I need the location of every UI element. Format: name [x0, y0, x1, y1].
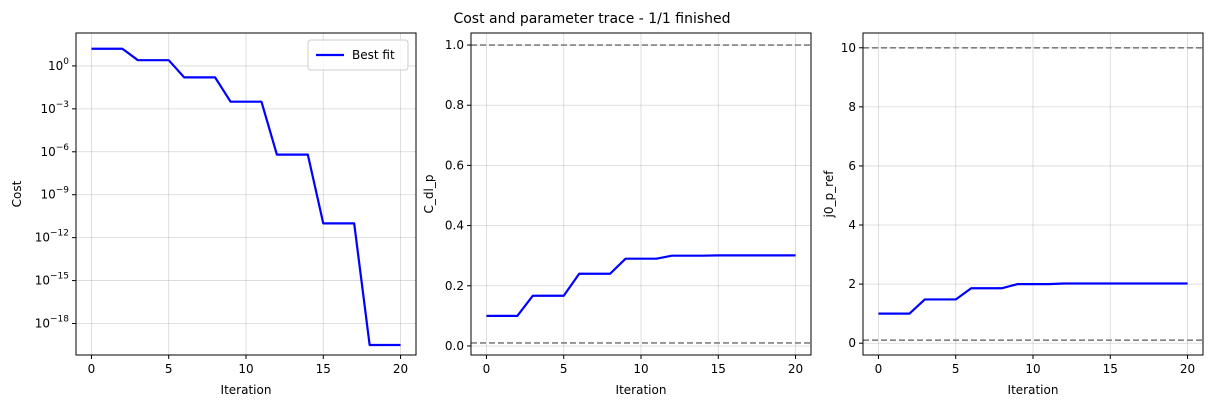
- y-axis-label: C_dl_p: [422, 175, 436, 214]
- legend-entry: Best fit: [352, 48, 395, 62]
- x-tick-label: 15: [316, 362, 331, 376]
- y-tick-label: 10: [841, 41, 856, 55]
- x-tick-label: 10: [633, 362, 648, 376]
- x-tick-label: 20: [393, 362, 408, 376]
- y-tick-label: 0.8: [445, 98, 464, 112]
- cost-axes: 0 5 10 15 20 100 10−3 10−6 10−9 10−12 10−15 10−18 It…: [10, 32, 417, 397]
- c-dl-p-axes: 0 5 10 15 20 0.0 0.2 0.4 0.6 0.8 1.0 Iteration C_dl_…: [422, 32, 812, 397]
- x-axis-label: Iteration: [221, 383, 272, 397]
- x-tick-label: 5: [560, 362, 568, 376]
- x-tick-label: 20: [788, 362, 803, 376]
- y-tick-label: 6: [848, 159, 856, 173]
- y-axis-label: Cost: [10, 180, 24, 207]
- x-tick-label: 10: [238, 362, 253, 376]
- y-tick-label: 10−6: [40, 143, 69, 159]
- x-tick-label: 20: [1180, 362, 1195, 376]
- y-tick-label: 10−18: [35, 315, 70, 331]
- x-tick-label: 0: [483, 362, 491, 376]
- figure-title: Cost and parameter trace - 1/1 finished: [453, 11, 730, 27]
- series-line: [486, 254, 796, 317]
- y-tick-label: 10−3: [40, 100, 69, 116]
- series-line: [878, 282, 1188, 315]
- y-tick-label: 8: [848, 100, 856, 114]
- series-line: [91, 47, 401, 347]
- y-axis-label: j0_p_ref: [822, 170, 836, 219]
- y-tick-label: 1.0: [445, 38, 464, 52]
- y-tick-label: 2: [848, 277, 856, 291]
- x-tick-label: 15: [1103, 362, 1118, 376]
- x-tick-label: 15: [711, 362, 726, 376]
- j0-p-ref-axes: 0 5 10 15 20 0 2 4 6 8 10 Iteration j0_p_ref: [822, 32, 1204, 397]
- y-tick-label: 10−12: [35, 229, 69, 245]
- y-tick-label: 4: [848, 218, 856, 232]
- x-axis-label: Iteration: [1008, 383, 1059, 397]
- x-tick-label: 0: [88, 362, 96, 376]
- x-tick-label: 5: [165, 362, 173, 376]
- x-tick-label: 0: [875, 362, 883, 376]
- y-tick-label: 0.2: [445, 279, 464, 293]
- y-tick-label: 10−9: [40, 186, 69, 202]
- y-tick-label: 10−15: [35, 272, 69, 288]
- y-tick-label: 0: [848, 336, 856, 350]
- x-tick-label: 10: [1025, 362, 1040, 376]
- y-tick-label: 0.4: [445, 219, 464, 233]
- x-axis-label: Iteration: [616, 383, 667, 397]
- y-tick-label: 0.0: [445, 339, 464, 353]
- x-tick-label: 5: [952, 362, 960, 376]
- y-tick-label: 0.6: [445, 158, 464, 172]
- legend-box: [307, 39, 409, 71]
- y-tick-label: 100: [48, 57, 69, 73]
